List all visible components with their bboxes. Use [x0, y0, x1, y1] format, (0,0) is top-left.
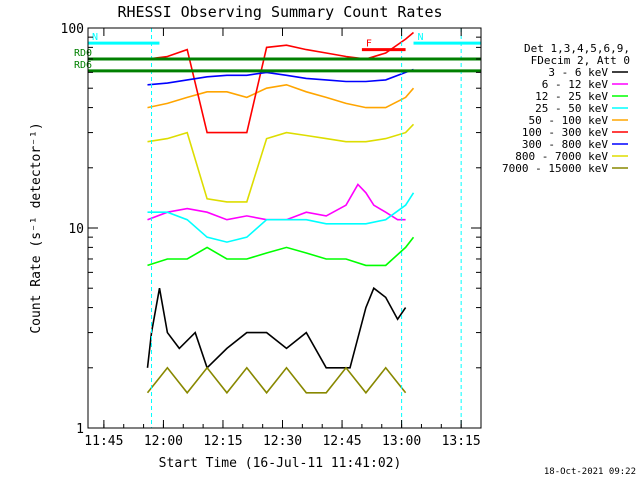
legend-label-1: 6 - 12 keV: [542, 78, 609, 91]
series-line-3: [147, 192, 415, 243]
legend-label-0: 3 - 6 keV: [548, 66, 608, 79]
x-tick-label-3: 12:30: [263, 434, 302, 449]
series-line-8: [146, 366, 407, 395]
x-tick-label-5: 13:00: [382, 434, 421, 449]
legend-label-7: 800 - 7000 keV: [515, 150, 608, 163]
y-tick-label-1: 10: [68, 222, 84, 237]
series-line-6: [147, 68, 414, 86]
series-line-1: [147, 183, 406, 221]
series-line-5: [147, 31, 415, 134]
series-line-7: [147, 123, 415, 203]
series-line-2: [147, 236, 415, 267]
annotation-label-2: RD0: [74, 48, 92, 59]
x-tick-label-6: 13:15: [442, 434, 481, 449]
y-tick-label-2: 100: [61, 22, 84, 37]
annotation-label-0: N: [92, 32, 98, 43]
x-tick-label-0: 11:45: [84, 434, 123, 449]
y-axis: 1 10 100: [61, 22, 481, 437]
y-axis-label: Count Rate (s⁻¹ detector⁻¹): [29, 122, 44, 333]
chart-title: RHESSI Observing Summary Count Rates: [117, 3, 442, 21]
legend-label-5: 100 - 300 keV: [522, 126, 608, 139]
legend-label-8: 7000 - 15000 keV: [502, 162, 608, 175]
x-tick-label-4: 12:45: [322, 434, 361, 449]
x-tick-label-2: 12:15: [203, 434, 242, 449]
x-axis-label: Start Time (16-Jul-11 11:41:02): [159, 456, 402, 471]
x-tick-label-1: 12:00: [144, 434, 183, 449]
footer-date: 18-Oct-2021 09:22: [544, 467, 636, 477]
legend-label-2: 12 - 25 keV: [535, 90, 608, 103]
annotation-label-4: F: [366, 39, 372, 50]
series-line-4: [147, 83, 415, 109]
legend-header-1: FDecim 2, Att 0: [531, 54, 630, 67]
legend-label-6: 300 - 800 keV: [522, 138, 608, 151]
legend-label-4: 50 - 100 keV: [529, 114, 609, 127]
x-axis: 11:45 12:00 12:15 12:30 12:45 13:00 13:15: [84, 28, 482, 449]
series-line-0: [146, 286, 407, 370]
plot-frame: [87, 27, 482, 429]
y-tick-label-0: 1: [76, 422, 84, 437]
annotation-label-1: N: [418, 32, 424, 43]
legend: Det 1,3,4,5,6,9,FDecim 2, Att 03 - 6 keV…: [502, 42, 630, 175]
annotation-label-3: RD6: [74, 60, 92, 71]
plot-area: [146, 31, 415, 395]
legend-label-3: 25 - 50 keV: [535, 102, 608, 115]
legend-header-0: Det 1,3,4,5,6,9,: [524, 42, 630, 55]
